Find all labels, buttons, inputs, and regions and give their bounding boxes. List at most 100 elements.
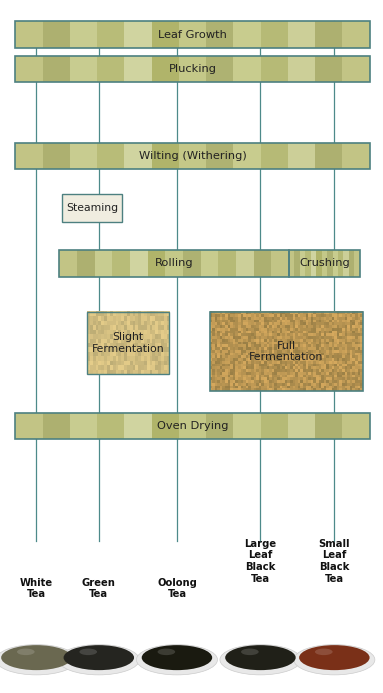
Bar [254,360,257,364]
Bar [357,374,360,378]
Bar [155,333,159,339]
Bar [298,383,301,386]
Bar [147,360,150,365]
Bar [274,330,277,333]
Bar [269,333,272,336]
Bar [303,310,306,314]
Bar [321,344,324,347]
Bar [306,330,309,333]
Bar [295,327,298,331]
Bar [287,360,290,364]
Bar [342,352,345,356]
Bar [311,355,314,358]
Bar [225,371,228,375]
Bar [269,319,272,322]
Bar [215,369,218,372]
Bar [238,316,241,319]
Bar [124,342,127,347]
Bar [228,355,231,358]
Bar [210,324,213,328]
Bar [249,327,251,331]
Bar [124,346,127,352]
Bar [319,319,322,322]
Bar [101,369,105,374]
Bar [360,322,363,325]
Bar [116,333,119,339]
Bar [179,413,206,439]
Bar [347,380,350,383]
Bar [345,358,347,361]
Bar [238,310,241,314]
Bar [144,356,147,361]
Bar [233,363,236,367]
Bar [218,250,237,277]
Bar [259,349,262,353]
Bar [298,352,301,356]
Bar [334,383,337,386]
Bar [285,338,288,342]
Bar [220,374,223,378]
Bar [98,346,102,352]
Bar [298,344,301,347]
Bar [306,369,309,372]
Bar [155,338,159,343]
Bar [280,313,283,317]
Bar [347,327,350,331]
Bar [308,388,311,391]
Bar [280,369,283,372]
Bar [167,356,170,361]
Bar [251,322,254,325]
Bar [217,316,220,319]
Bar [282,330,285,333]
Bar [267,319,270,322]
Bar [308,330,311,333]
Bar [220,369,223,372]
Bar [113,356,116,361]
Bar [350,341,353,344]
Bar [233,413,261,439]
Bar [300,380,303,383]
Bar [259,385,262,389]
Bar [272,385,275,389]
Bar [254,377,257,380]
Bar [337,358,340,361]
Bar [280,360,283,364]
Bar [251,352,254,356]
Bar [164,315,167,321]
Text: Full
Fermentation: Full Fermentation [249,340,323,362]
Bar [262,388,264,391]
Bar [212,335,215,339]
Bar [262,319,264,322]
Bar [280,324,283,328]
Bar [321,360,324,364]
Bar [243,363,246,367]
Bar [228,333,231,336]
Bar [116,342,119,347]
Bar [324,358,327,361]
Bar [311,349,314,353]
Bar [272,366,275,369]
Bar [321,388,324,391]
Bar [274,322,277,325]
Bar [332,377,334,380]
Bar [282,310,285,314]
Bar [342,56,370,82]
Bar [113,365,116,370]
Bar [277,355,280,358]
Bar [251,380,254,383]
Bar [326,369,329,372]
Bar [352,319,355,322]
Bar [43,413,70,439]
Bar [113,333,116,339]
Bar [287,310,290,314]
Bar [43,56,70,82]
Bar [324,341,327,344]
Bar [306,385,309,389]
Bar [215,319,218,322]
Bar [293,358,296,361]
Bar [345,330,347,333]
Bar [332,352,334,356]
Bar [150,333,153,339]
Bar [357,355,360,358]
Bar [337,380,340,383]
